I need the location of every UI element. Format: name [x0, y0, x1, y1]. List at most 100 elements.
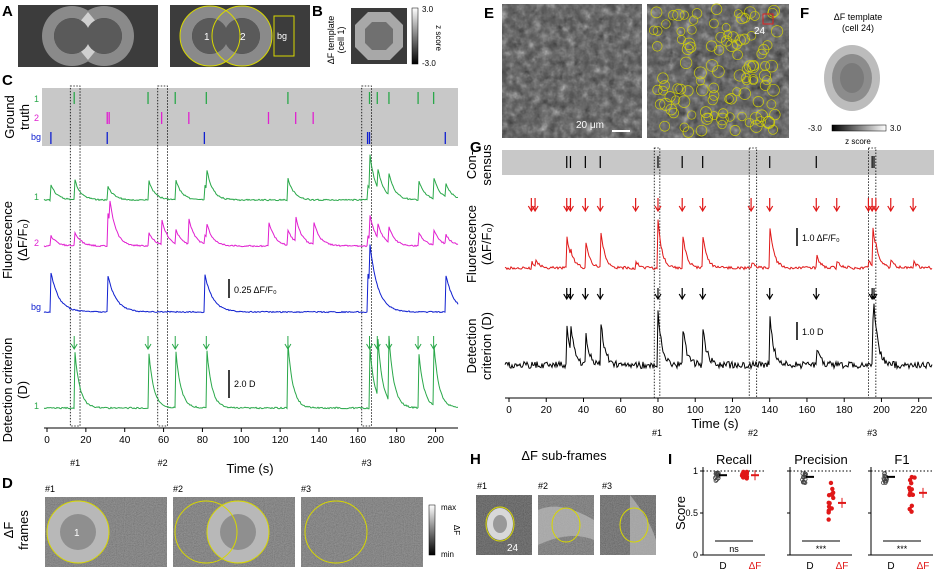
- c-fluor-label-2: (ΔF/F₀): [15, 219, 30, 261]
- e-roi-1: [681, 43, 694, 55]
- f-title-2: (cell 24): [842, 23, 874, 33]
- e-roi-79: [725, 112, 735, 122]
- i-point-d-0-0: [713, 478, 719, 483]
- g-fluor-arrow-10: [747, 198, 755, 213]
- g-fluor-label-2: (ΔF/F₀): [479, 223, 494, 265]
- i-point-d-1-10: [802, 480, 808, 485]
- c-det-arrow-3: [202, 336, 210, 350]
- g-fluor-arrow-5: [596, 198, 604, 213]
- e-roi-87: [661, 19, 671, 29]
- i-plot-precision: Precision ***D ΔF: [787, 452, 852, 571]
- e-roi-29: [729, 125, 741, 136]
- c-det-label-2: (D): [15, 381, 30, 399]
- e-scalebar: 20 μm: [576, 120, 604, 131]
- g-det-arrow-4: [654, 288, 662, 301]
- g-fluor-arrow-8: [678, 198, 686, 213]
- e-roi-91: [687, 25, 697, 35]
- g-xtick-label-1: 20: [541, 405, 553, 416]
- c-gt-roi2: 2: [34, 113, 39, 123]
- e-roi-96: [709, 111, 719, 121]
- g-fluor-arrow-6: [632, 198, 640, 213]
- e-roi-24: [664, 91, 676, 103]
- c-det-arrow-2: [171, 336, 179, 350]
- i-point-d-2-13: [884, 478, 889, 484]
- e-roi-92: [759, 69, 771, 82]
- e-roi-41: [696, 83, 709, 97]
- g-fluor-arrow-1: [531, 198, 539, 213]
- a-roi2-label: 2: [240, 32, 246, 43]
- g-fluor-label-1: Fluorescence: [464, 205, 479, 283]
- i-sig-1: ***: [816, 544, 827, 554]
- c-gt-label-2: truth: [17, 104, 32, 130]
- g-cons-label-1: Con-: [464, 151, 479, 179]
- c-gt-bg: bg: [31, 132, 41, 142]
- g-fluor-arrow-4: [581, 198, 589, 213]
- d-scale-label: ΔF: [452, 525, 461, 535]
- b-scale-bottom: -3.0: [422, 59, 436, 68]
- panel-letter-b: B: [312, 3, 323, 20]
- i-group-d-2: D: [887, 561, 894, 571]
- panel-a: 1 2 bg: [18, 5, 310, 67]
- i-ylabel: Score: [673, 496, 688, 530]
- panel-letter-i: I: [668, 451, 672, 468]
- e-roi-43: [710, 3, 723, 15]
- i-sig-2: ***: [897, 544, 908, 554]
- e-roi-28: [765, 59, 778, 73]
- e-roi-86: [732, 49, 743, 61]
- i-point-df-1-13: [829, 492, 834, 497]
- i-title-0: Recall: [716, 452, 752, 467]
- c-event-windows: #1 #2 #3: [69, 85, 372, 468]
- g-det-arrow-2: [581, 288, 589, 301]
- c-xtick-label-1: 20: [80, 435, 92, 446]
- e-roi-72: [748, 74, 759, 85]
- i-point-df-1-2: [826, 517, 831, 522]
- i-point-d-2-12: [882, 471, 887, 476]
- g-det-arrow-1: [566, 288, 574, 301]
- e-roi-95: [746, 31, 757, 41]
- i-group-df-1: ΔF: [836, 561, 849, 571]
- e-roi-63: [736, 12, 748, 25]
- e-roi-78: [750, 120, 763, 133]
- e-roi-14: [671, 95, 681, 105]
- e-roi-6: [744, 117, 755, 128]
- panel-d: ΔF frames #1 #2 #3 1 max min ΔF: [1, 484, 461, 567]
- e-roi-23: [755, 116, 766, 127]
- i-point-df-2-10: [907, 506, 912, 512]
- c-trace-detection: [43, 335, 459, 410]
- e-image-raw: [502, 4, 642, 138]
- e-roi-80: [721, 23, 731, 32]
- d-frame-2: [173, 497, 295, 567]
- e-roi-58: [724, 94, 734, 104]
- i-point-df-2-13: [908, 490, 913, 496]
- e-roi-67: [659, 80, 670, 91]
- d-roi1-label: 1: [74, 528, 80, 539]
- c-x-axis: 0 20 40 60 80 100 120 140 160 180 200: [44, 427, 458, 446]
- i-point-df-1-10: [828, 480, 834, 486]
- d-frame-1: 1: [45, 497, 167, 567]
- e-roi-84: [672, 8, 685, 22]
- i-plot-f1: F1 ***D ΔF: [868, 452, 933, 571]
- e-roi-31: [685, 41, 697, 53]
- c-scale-fluor: 0.25 ΔF/F₀: [234, 285, 277, 295]
- d-frame-3-label: #3: [301, 484, 311, 494]
- e-roi-65: [752, 96, 764, 108]
- g-fluor-arrow-7: [654, 198, 662, 213]
- g-trace-fluorescence: [504, 219, 933, 271]
- i-point-df-1-8: [826, 510, 831, 515]
- g-fluor-arrow-12: [812, 198, 820, 213]
- panel-letter-h: H: [470, 451, 481, 468]
- c-xtick-label-0: 0: [44, 435, 50, 446]
- f-scale-right: 3.0: [890, 124, 902, 133]
- panel-letters: A B C D E F G H I: [2, 3, 809, 492]
- b-title-2: (cell 1): [336, 26, 346, 53]
- d-frame-2-label: #2: [173, 484, 183, 494]
- g-det-arrow-5: [678, 288, 686, 301]
- g-fluor-arrow-3: [566, 198, 574, 213]
- d-label-1: ΔF: [1, 522, 16, 539]
- e-roi-66: [771, 25, 784, 38]
- i-point-d-0-10: [714, 470, 719, 476]
- e-roi-33: [695, 124, 708, 137]
- e-roi-94: [650, 6, 663, 19]
- c-det-arrow-0: [70, 336, 78, 350]
- i-group-df-0: ΔF: [749, 561, 762, 571]
